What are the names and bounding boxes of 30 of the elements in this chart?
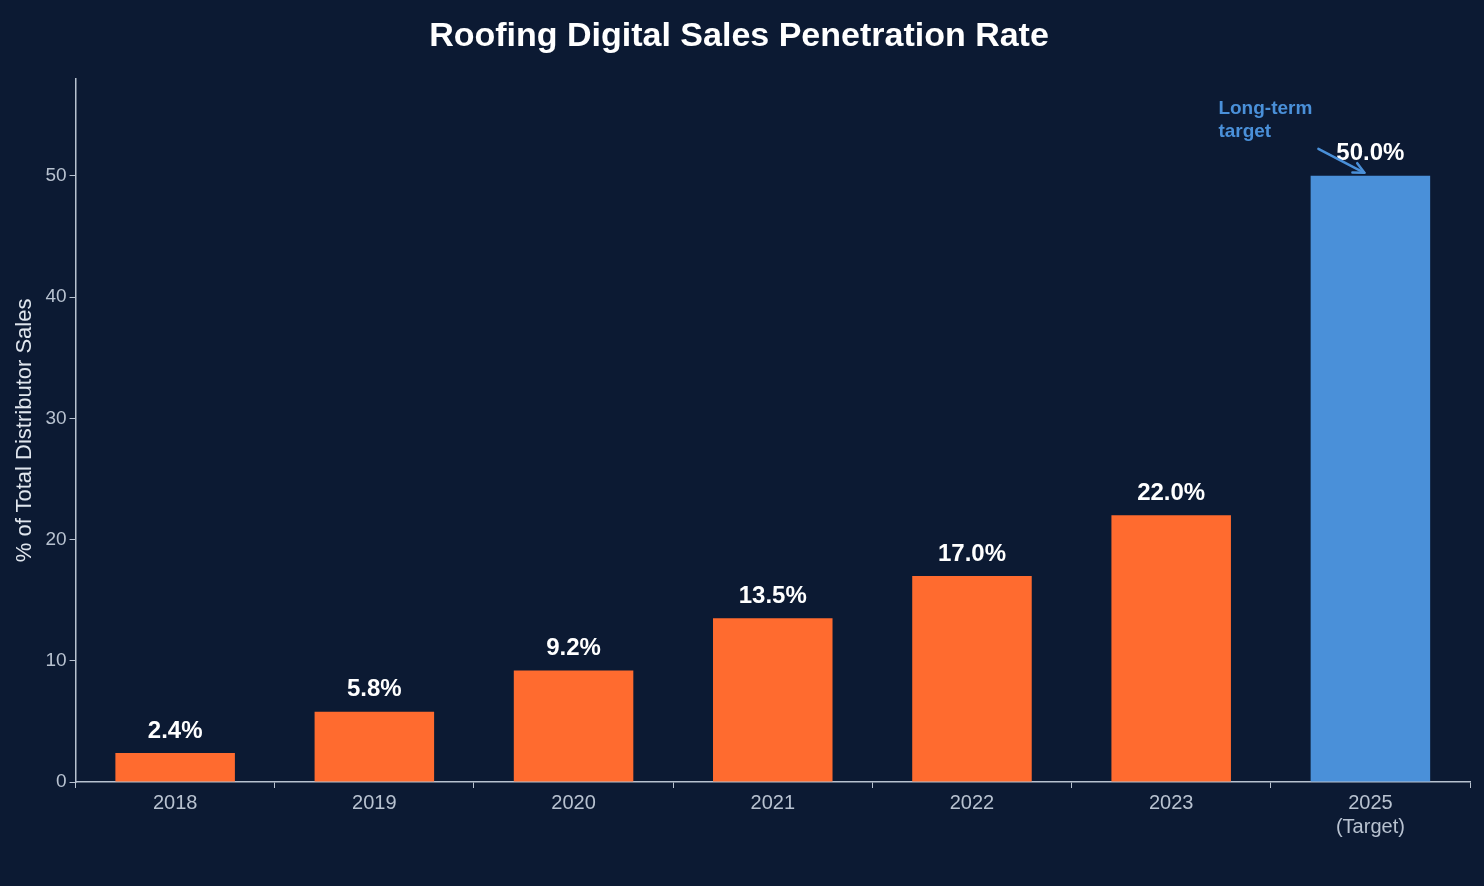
bar [713,618,833,782]
bar [513,670,634,782]
x-tick-label: 2020 [551,790,596,813]
data-label: 17.0% [937,538,1007,566]
bar [1111,515,1231,782]
x-tick-label: 2022 [949,790,995,813]
y-tick-label: 20 [45,527,67,549]
bar [314,711,435,782]
y-tick-label: 40 [45,285,67,307]
y-tick-label: 0 [55,770,67,792]
bar [115,752,235,782]
y-axis-title: % of Total Distributor Sales [11,298,37,563]
x-tick-label: 2019 [352,790,397,813]
data-label: 9.2% [546,633,601,661]
y-tick-label: 10 [45,648,67,670]
data-label: 13.5% [738,580,807,608]
data-label: 2.4% [147,715,203,743]
x-tick-label: 2025 (Target) [1335,790,1405,837]
y-tick-label: 30 [45,406,67,428]
data-label: 5.8% [347,674,402,702]
x-tick-label: 2021 [750,790,796,813]
data-label: 50.0% [1336,138,1405,166]
x-tick-label: 2023 [1148,790,1194,813]
data-label: 22.0% [1137,477,1206,505]
bar [912,575,1032,782]
chart-title: Roofing Digital Sales Penetration Rate [429,14,1049,53]
y-tick-label: 50 [45,164,67,186]
annotation: Long-term target [1218,96,1313,141]
bar [1310,175,1431,782]
x-tick-label: 2018 [152,790,198,813]
